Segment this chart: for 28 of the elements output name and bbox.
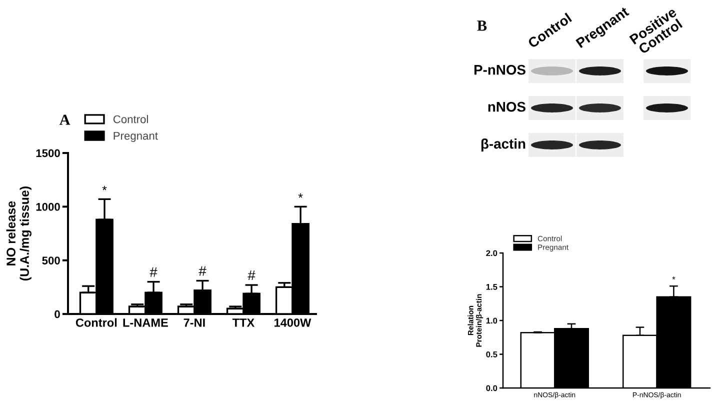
category-label: P-nNOS — [474, 64, 526, 75]
y-tick-label: 0.5 — [486, 351, 498, 358]
legend-label: Control — [113, 115, 148, 124]
annotation: # — [198, 266, 206, 276]
legend-label: Pregnant — [114, 132, 158, 142]
annotation: # — [150, 267, 158, 277]
chart-title: A — [59, 114, 70, 125]
y-tick-label: 1.5 — [486, 284, 498, 290]
y-tick-label: 1000 — [36, 202, 60, 211]
x-tick-label: Control — [76, 318, 117, 327]
x-tick-label: TTX — [232, 318, 255, 327]
y-tick-label: 1.0 — [486, 318, 498, 324]
category-label: β-actin — [481, 138, 526, 152]
x-tick-label: 1400W — [274, 318, 312, 327]
annotation: * — [102, 186, 107, 190]
x-tick-label: 7-NI — [184, 318, 205, 327]
y-tick-label: 0.0 — [486, 385, 498, 392]
y-axis-title: NO release (U.A./mg tissue) — [6, 186, 32, 280]
annotation: * — [672, 276, 676, 280]
y-tick-label: 500 — [42, 256, 60, 264]
annotation: # — [248, 270, 256, 280]
category-label: nNOS — [488, 102, 526, 112]
text: B — [477, 20, 487, 31]
x-tick-label: L-NAME — [123, 318, 168, 327]
y-tick-label: 1500 — [36, 149, 60, 158]
annotation: * — [298, 193, 303, 198]
y-tick-label: 0 — [54, 310, 60, 318]
y-tick-label: 2.0 — [486, 250, 498, 256]
